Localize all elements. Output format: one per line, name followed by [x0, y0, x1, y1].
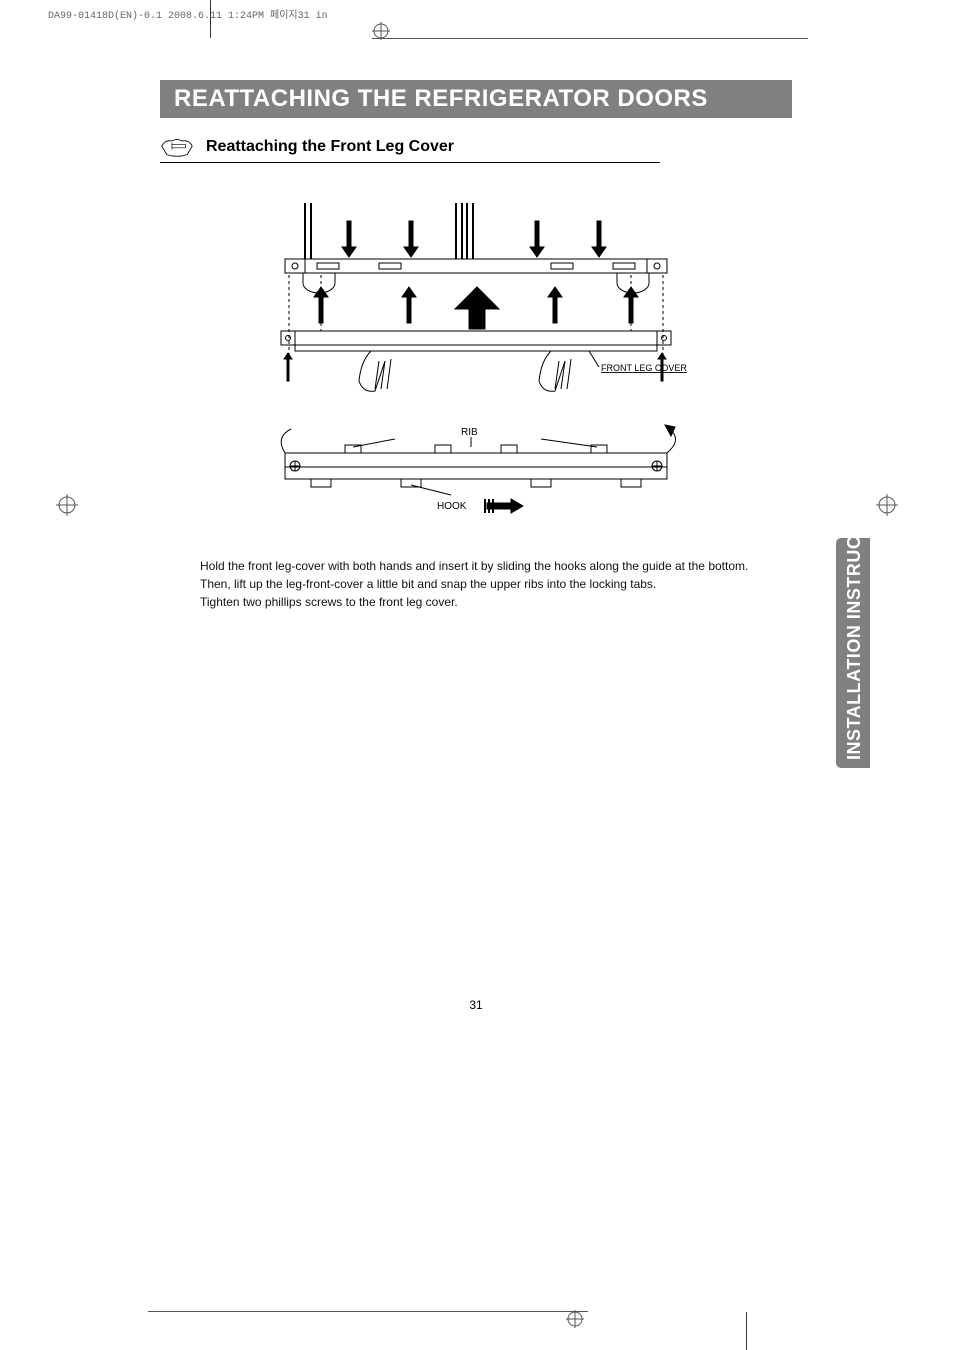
crop-mark [148, 1311, 588, 1312]
page-content: REATTACHING THE REFRIGERATOR DOORS Reatt… [160, 80, 792, 611]
instruction-line: Tighten two phillips screws to the front… [200, 593, 760, 611]
section-heading-row: Reattaching the Front Leg Cover [160, 136, 660, 163]
crop-mark [210, 0, 211, 38]
crop-mark [746, 1312, 747, 1350]
page-number: 31 [160, 998, 792, 1012]
print-header: DA99-01418D(EN)-0.1 2008.6.11 1:24PM 페이지… [48, 6, 328, 22]
instruction-line: Hold the front leg-cover with both hands… [200, 557, 760, 575]
section-tab: INSTALLATION INSTRUCTIONS [836, 538, 870, 768]
registration-mark-icon [372, 22, 390, 40]
leg-cover-diagram: FRONT LEG COVER [251, 203, 701, 523]
instruction-text: Hold the front leg-cover with both hands… [200, 557, 760, 611]
svg-text:HOOK: HOOK [437, 501, 467, 512]
crop-mark [372, 38, 808, 39]
section-tab-label: INSTALLATION INSTRUCTIONS [844, 478, 865, 760]
registration-mark-icon [566, 1310, 584, 1328]
section-heading: Reattaching the Front Leg Cover [206, 138, 454, 156]
hand-pointing-icon [160, 136, 194, 158]
page-title: REATTACHING THE REFRIGERATOR DOORS [160, 80, 792, 118]
svg-text:RIB: RIB [461, 427, 478, 438]
registration-mark-icon [876, 494, 898, 516]
registration-mark-icon [56, 494, 78, 516]
svg-text:FRONT LEG COVER: FRONT LEG COVER [601, 363, 687, 373]
instruction-line: Then, lift up the leg-front-cover a litt… [200, 575, 760, 593]
